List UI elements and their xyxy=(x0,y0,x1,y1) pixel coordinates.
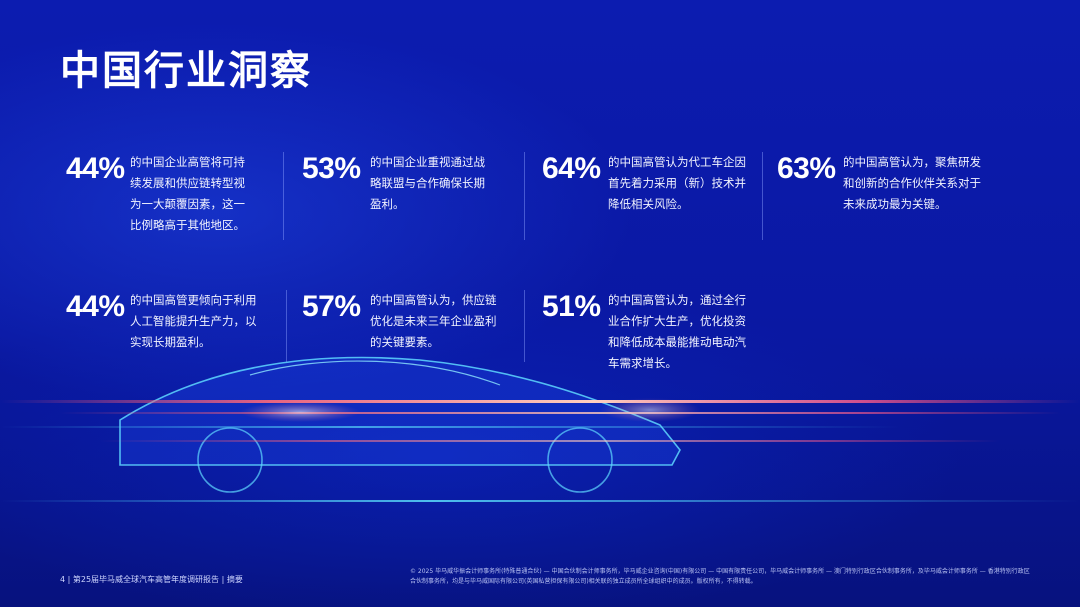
sports-car-light-illustration xyxy=(0,356,1080,502)
column-divider xyxy=(524,290,525,362)
stat-percentage: 63% xyxy=(777,152,836,185)
stat-percentage: 44% xyxy=(66,152,125,185)
column-divider xyxy=(283,152,284,240)
stat-description: 的中国高管认为，通过全行业合作扩大生产，优化投资和降低成本最能推动电动汽车需求增… xyxy=(608,293,746,370)
stat-card: 64% 的中国高管认为代工车企因首先着力采用（新）技术并降低相关风险。 xyxy=(542,152,752,248)
stat-description: 的中国高管认为，聚焦研发和创新的合作伙伴关系对于未来成功最为关键。 xyxy=(843,155,981,211)
footer-page-label: 4 | 第25届毕马威全球汽车高管年度调研报告 | 摘要 xyxy=(60,575,243,584)
stat-card: 53% 的中国企业重视通过战略联盟与合作确保长期盈利。 xyxy=(302,152,502,248)
footer-legal-notice: © 2025 毕马威华振会计师事务所(特殊普通合伙) — 中国合伙制会计师事务所… xyxy=(410,568,1030,585)
stat-percentage: 53% xyxy=(302,152,361,185)
stat-percentage: 44% xyxy=(66,290,125,323)
column-divider xyxy=(286,290,287,362)
stat-description: 的中国高管认为代工车企因首先着力采用（新）技术并降低相关风险。 xyxy=(608,155,746,211)
stat-card: 63% 的中国高管认为，聚焦研发和创新的合作伙伴关系对于未来成功最为关键。 xyxy=(777,152,992,248)
stat-description: 的中国企业重视通过战略联盟与合作确保长期盈利。 xyxy=(370,155,485,211)
column-divider xyxy=(524,152,525,240)
stat-description: 的中国企业高管将可持续发展和供应链转型视为一大颠覆因素，这一比例略高于其他地区。 xyxy=(130,155,245,232)
stat-description: 的中国高管认为，供应链优化是未来三年企业盈利的关键要素。 xyxy=(370,293,497,349)
stat-percentage: 64% xyxy=(542,152,601,185)
page-title: 中国行业洞察 xyxy=(60,48,312,94)
column-divider xyxy=(762,152,763,240)
stat-card: 44% 的中国企业高管将可持续发展和供应链转型视为一大颠覆因素，这一比例略高于其… xyxy=(66,152,266,248)
stat-card: 57% 的中国高管认为，供应链优化是未来三年企业盈利的关键要素。 xyxy=(302,290,512,386)
stat-percentage: 51% xyxy=(542,290,601,323)
stat-card: 51% 的中国高管认为，通过全行业合作扩大生产，优化投资和降低成本最能推动电动汽… xyxy=(542,290,762,386)
stat-percentage: 57% xyxy=(302,290,361,323)
stat-description: 的中国高管更倾向于利用人工智能提升生产力，以实现长期盈利。 xyxy=(130,293,257,349)
stat-card: 44% 的中国高管更倾向于利用人工智能提升生产力，以实现长期盈利。 xyxy=(66,290,266,386)
